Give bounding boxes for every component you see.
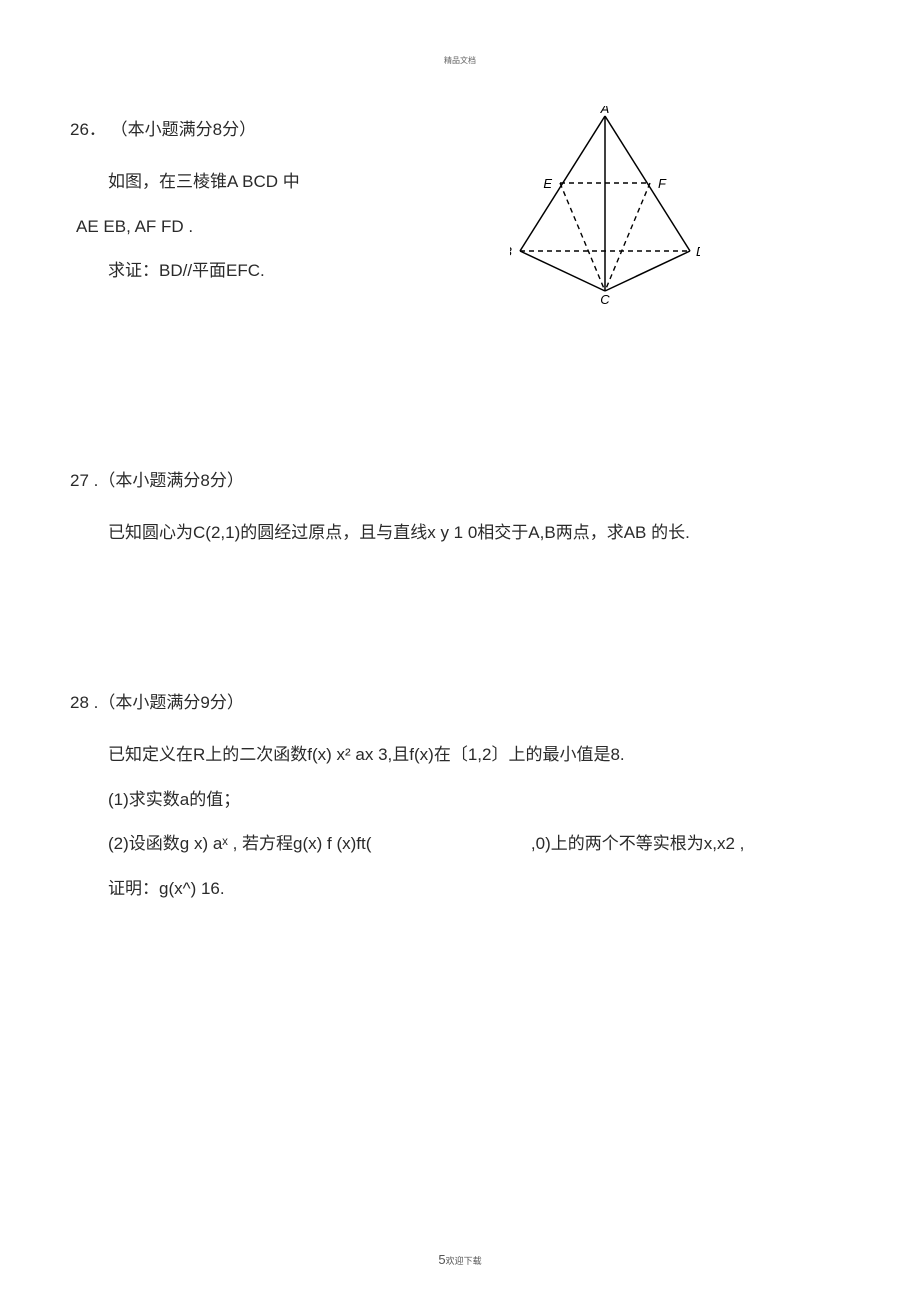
problem-26: 26． （本小题满分8分） 如图，在三棱锥A BCD 中 AE EB, AF F…: [70, 116, 850, 287]
label-c: C: [600, 292, 610, 306]
problem-27-points: .（本小题满分8分）: [94, 471, 244, 490]
problem-28-line1: 已知定义在R上的二次函数f(x) x² ax 3,且f(x)在〔1,2〕上的最小…: [70, 740, 850, 771]
problem-26-points: （本小题满分8分）: [111, 120, 256, 139]
label-b: B: [510, 244, 512, 259]
problem-27: 27 .（本小题满分8分） 已知圆心为C(2,1)的圆经过原点，且与直线x y …: [70, 467, 850, 549]
label-d: D: [696, 244, 700, 259]
problem-26-header: 26． （本小题满分8分）: [70, 116, 850, 143]
label-e: E: [543, 176, 552, 191]
problem-28-line3a: (2)设函数g x) aˣ , 若方程g(x) f (x)ft(: [108, 834, 371, 853]
problem-28-line3: (2)设函数g x) aˣ , 若方程g(x) f (x)ft( ,0)上的两个…: [70, 829, 850, 860]
problem-28-points: .（本小题满分9分）: [94, 693, 244, 712]
footer-text: 欢迎下载: [446, 1256, 482, 1266]
problem-26-line3: 求证：BD//平面EFC.: [70, 256, 850, 287]
problem-28: 28 .（本小题满分9分） 已知定义在R上的二次函数f(x) x² ax 3,且…: [70, 689, 850, 905]
problem-28-number: 28: [70, 693, 89, 712]
edge-fc: [605, 183, 650, 291]
label-f: F: [658, 176, 667, 191]
problem-28-line3b: ,0)上的两个不等实根为x,x2 ,: [531, 834, 744, 853]
page-number: 5: [438, 1252, 445, 1267]
edge-bc: [520, 251, 605, 291]
tetrahedron-figure: A B C D E F: [510, 106, 700, 306]
edge-cd: [605, 251, 690, 291]
label-a: A: [600, 106, 610, 116]
problem-27-line1: 已知圆心为C(2,1)的圆经过原点，且与直线x y 1 0相交于A,B两点，求A…: [70, 518, 850, 549]
problem-26-line2: AE EB, AF FD .: [70, 212, 850, 243]
tetrahedron-svg: A B C D E F: [510, 106, 700, 306]
problem-27-header: 27 .（本小题满分8分）: [70, 467, 850, 494]
edge-ec: [560, 183, 605, 291]
problem-28-line2: (1)求实数a的值；: [70, 785, 850, 816]
problem-28-line4: 证明：g(x^) 16.: [70, 874, 850, 905]
problem-28-header: 28 .（本小题满分9分）: [70, 689, 850, 716]
header-watermark: 精品文档: [70, 55, 850, 66]
problem-26-number: 26．: [70, 120, 106, 139]
problem-26-line1: 如图，在三棱锥A BCD 中: [70, 167, 850, 198]
problem-27-number: 27: [70, 471, 89, 490]
page-footer: 5欢迎下载: [0, 1252, 920, 1267]
